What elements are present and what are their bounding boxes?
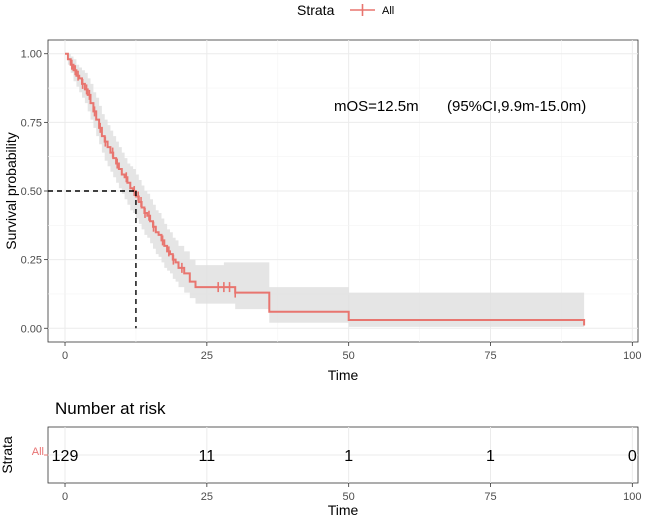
risk-count: 1: [486, 448, 495, 465]
median-annotation: mOS=12.5m: [334, 98, 419, 115]
risk-count: 1: [344, 448, 353, 465]
y-axis-ticks: 0.00 0.25 0.50 0.75 1.00: [21, 49, 48, 335]
y-tick-label: 0.00: [21, 323, 42, 335]
risk-x-axis-ticks: 0 25 50 75 100: [62, 483, 642, 503]
legend-label-all: All: [382, 5, 394, 17]
risk-table: Number at risk 129 11 1 1 0 All 0 25 50 75 100 S…: [0, 399, 642, 518]
risk-x-tick-label: 100: [623, 491, 641, 503]
ci-annotation: (95%CI,9.9m-15.0m): [447, 98, 586, 115]
x-tick-label: 100: [623, 350, 641, 362]
median-guide-lines: [48, 190, 137, 329]
legend: Strata All: [297, 2, 394, 18]
x-tick-label: 25: [201, 350, 213, 362]
y-tick-label: 0.75: [21, 117, 42, 129]
risk-strata-axis-title: Strata: [0, 436, 15, 474]
x-tick-label: 50: [343, 350, 355, 362]
x-axis-ticks: 0 25 50 75 100: [62, 342, 642, 362]
x-axis-title: Time: [328, 367, 359, 383]
risk-count: 0: [628, 448, 637, 465]
risk-x-tick-label: 25: [201, 491, 213, 503]
censor-marks: [71, 59, 237, 298]
y-tick-label: 0.50: [21, 186, 42, 198]
risk-count: 129: [52, 448, 79, 465]
confidence-band: [65, 53, 585, 329]
risk-counts: 129 11 1 1 0: [52, 448, 637, 465]
risk-table-title: Number at risk: [55, 399, 166, 418]
x-tick-label: 75: [484, 350, 496, 362]
y-axis-title: Survival probability: [3, 132, 19, 250]
y-tick-label: 1.00: [21, 49, 42, 61]
risk-table-grid: [44, 427, 638, 483]
legend-title: Strata: [297, 2, 335, 18]
risk-x-axis-title: Time: [328, 502, 359, 518]
x-tick-label: 0: [62, 350, 68, 362]
risk-count: 11: [199, 448, 216, 465]
y-tick-label: 0.25: [21, 255, 42, 267]
km-plot-panel: 0.00 0.25 0.50 0.75 1.00 0 25 50 75 100 mOS=12.5…: [3, 39, 642, 383]
risk-strata-label: All: [32, 446, 44, 458]
risk-x-tick-label: 75: [484, 491, 496, 503]
risk-x-tick-label: 50: [343, 491, 355, 503]
risk-x-tick-label: 0: [62, 491, 68, 503]
